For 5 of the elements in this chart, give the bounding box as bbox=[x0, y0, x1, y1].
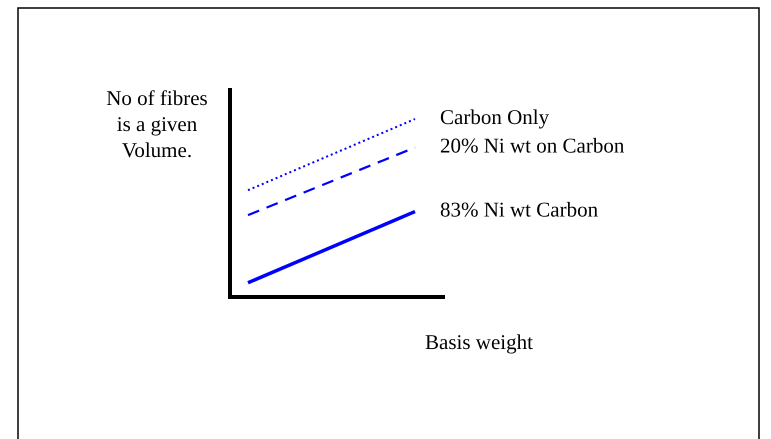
series-label: 83% Ni wt Carbon bbox=[440, 197, 599, 222]
y-axis-title: No of fibres is a given Volume. bbox=[106, 86, 208, 162]
series-label: 20% Ni wt on Carbon bbox=[440, 133, 625, 158]
x-axis-title: Basis weight bbox=[425, 330, 534, 354]
series-label: Carbon Only bbox=[440, 104, 550, 129]
